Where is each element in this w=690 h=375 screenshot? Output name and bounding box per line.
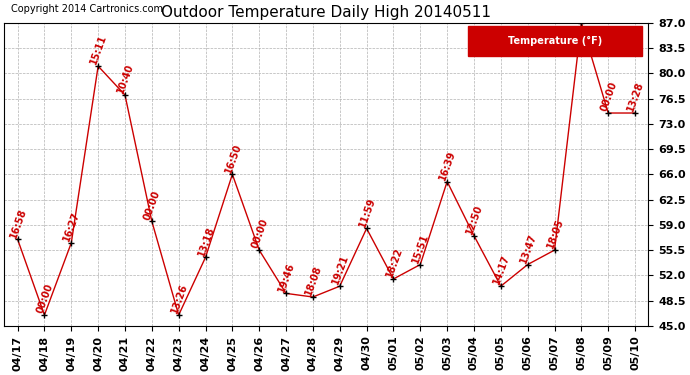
- Text: 15:51: 15:51: [411, 232, 431, 264]
- Text: 16:27: 16:27: [62, 210, 82, 243]
- Title: Outdoor Temperature Daily High 20140511: Outdoor Temperature Daily High 20140511: [161, 5, 491, 20]
- Text: 11:59: 11:59: [357, 196, 377, 228]
- Text: 00:00: 00:00: [142, 189, 162, 221]
- FancyBboxPatch shape: [468, 26, 642, 56]
- Text: 10:40: 10:40: [116, 62, 135, 95]
- Text: 12:50: 12:50: [464, 203, 484, 236]
- Text: 13:18: 13:18: [196, 225, 216, 257]
- Text: 14:17: 14:17: [491, 254, 511, 286]
- Text: 00:00: 00:00: [35, 282, 55, 315]
- Text: 16:50: 16:50: [223, 142, 243, 174]
- Text: 19:46: 19:46: [277, 261, 297, 293]
- Text: 18:05: 18:05: [545, 217, 565, 250]
- Text: 18:22: 18:22: [384, 246, 404, 279]
- Text: 15:11: 15:11: [89, 34, 109, 66]
- Text: 19:21: 19:21: [331, 254, 351, 286]
- Text: 16:58: 16:58: [8, 207, 28, 239]
- Text: 13:47: 13:47: [518, 232, 538, 264]
- Text: Temperature (°F): Temperature (°F): [508, 36, 602, 46]
- Text: 13:26: 13:26: [169, 282, 189, 315]
- Text: 00:00: 00:00: [250, 217, 270, 250]
- Text: Copyright 2014 Cartronics.com: Copyright 2014 Cartronics.com: [10, 4, 163, 14]
- Text: 18:08: 18:08: [304, 264, 324, 297]
- Text: 13:28: 13:28: [626, 80, 646, 113]
- Text: 16:39: 16:39: [437, 149, 457, 182]
- Text: 00:00: 00:00: [599, 81, 619, 113]
